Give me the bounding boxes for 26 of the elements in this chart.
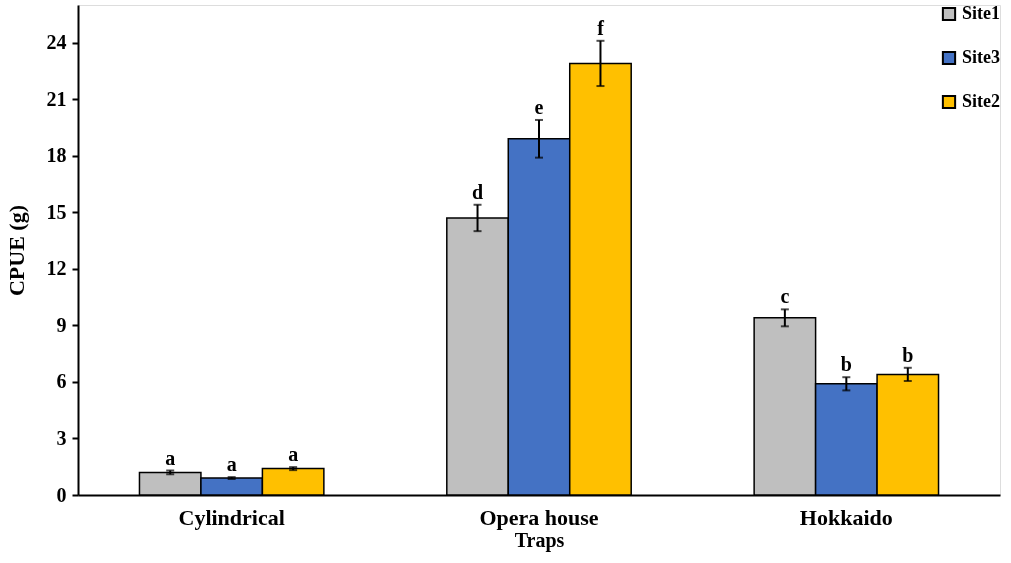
y-tick-label: 3	[56, 426, 67, 449]
data-label: c	[780, 285, 790, 308]
data-label: b	[902, 343, 914, 366]
y-tick-label: 9	[56, 313, 67, 336]
data-label: e	[534, 95, 544, 118]
y-tick-label: 15	[46, 200, 67, 223]
x-axis-title: Traps	[514, 528, 565, 552]
y-tick-label: 12	[46, 257, 67, 280]
data-label: d	[471, 180, 484, 203]
legend-label: Site3	[962, 47, 1000, 67]
y-axis-title: CPUE (g)	[3, 204, 29, 297]
y-tick-label: 18	[46, 144, 67, 167]
y-tick-label: 24	[46, 31, 67, 54]
y-tick-label: 6	[56, 370, 67, 393]
x-tick-label: Cylindrical	[178, 504, 285, 530]
legend-label: Site1	[962, 3, 1000, 23]
data-label: f	[597, 16, 605, 39]
data-label: a	[226, 453, 237, 476]
y-tick-label: 21	[46, 87, 67, 110]
legend-label: Site2	[962, 91, 1000, 111]
x-tick-label: Hokkaido	[799, 504, 893, 530]
x-tick-label: Opera house	[479, 504, 599, 530]
data-label: b	[840, 353, 852, 376]
data-label: a	[288, 443, 299, 466]
data-label: a	[165, 446, 176, 469]
y-tick-label: 0	[56, 483, 67, 506]
